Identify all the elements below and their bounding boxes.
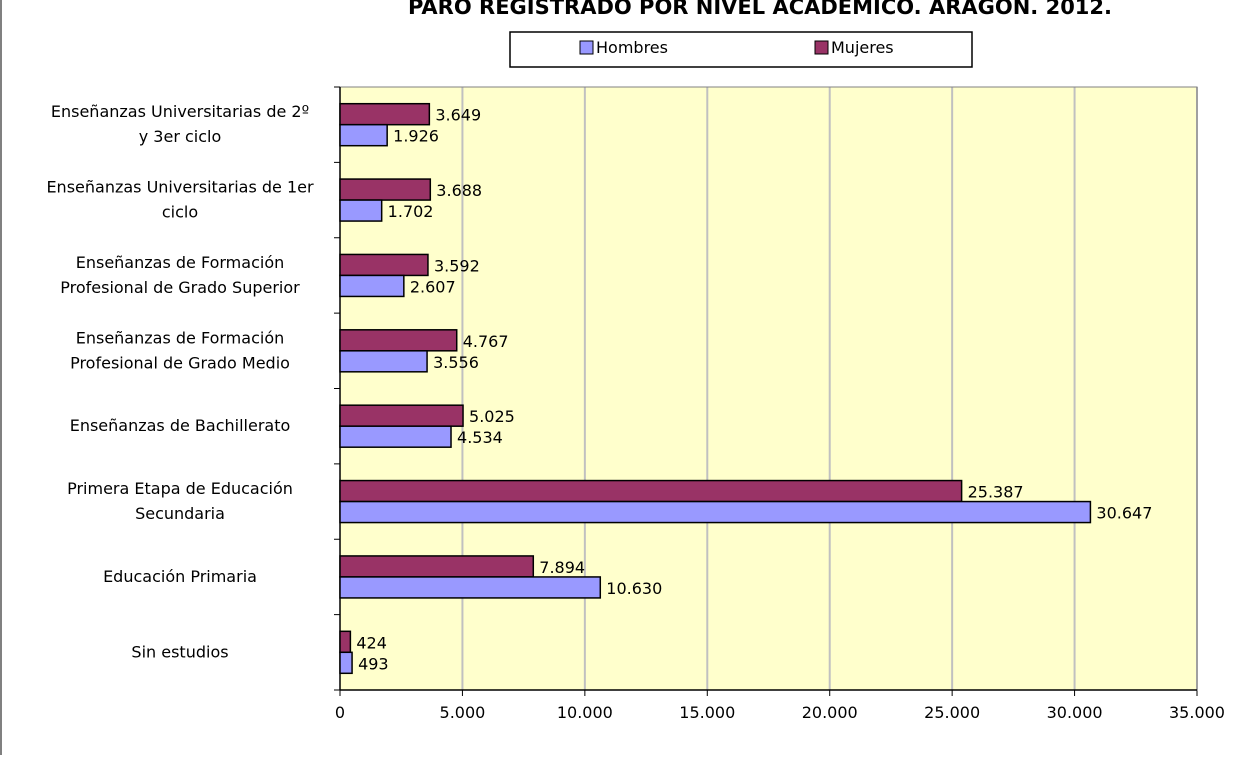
bar-mujeres [339,329,458,352]
data-label-hombres: 4.534 [457,428,503,447]
x-tick-label: 25.000 [924,703,980,722]
data-label-hombres: 1.926 [393,127,439,146]
data-label-mujeres: 5.025 [469,407,515,426]
y-category-label: Enseñanzas Universitarias de 2º y 3er cic… [51,102,309,146]
data-label-mujeres: 3.688 [436,181,482,200]
legend-swatch-mujeres [814,40,829,55]
bar-hombres [339,500,1092,524]
data-label-hombres: 2.607 [410,277,456,296]
x-tick-label: 30.000 [1047,703,1103,722]
data-label-hombres: 30.647 [1096,504,1152,523]
data-label-mujeres: 3.649 [435,106,481,125]
bar-mujeres [339,404,464,427]
data-label-mujeres: 7.894 [539,558,585,577]
data-label-mujeres: 25.387 [968,483,1024,502]
legend-label-hombres: Hombres [596,38,668,57]
legend: Hombres Mujeres [509,31,973,68]
bar-hombres [339,651,353,675]
legend-label-mujeres: Mujeres [831,38,894,57]
bar-hombres [339,350,428,373]
x-tick-label: 10.000 [557,703,613,722]
bar-mujeres [339,555,535,578]
data-label-mujeres: 424 [356,633,387,652]
bar-hombres [339,274,405,298]
bar-mujeres [339,253,429,277]
data-label-hombres: 10.630 [606,579,662,598]
y-category-label: Enseñanzas de Formación Profesional de Gr… [60,253,300,297]
data-label-hombres: 1.702 [388,202,434,221]
x-tick-label: 5.000 [440,703,486,722]
y-category-label: Enseñanzas de Formación Profesional de Gr… [70,328,290,372]
bar-mujeres [339,102,431,126]
x-tick-label: 15.000 [679,703,735,722]
bar-hombres [339,576,602,599]
y-category-label: Educación Primaria [103,567,257,586]
bar-hombres [339,123,388,147]
x-tick-label: 20.000 [802,703,858,722]
plot-background [340,87,1197,690]
data-label-mujeres: 3.592 [434,256,480,275]
x-tick-label: 0 [335,703,345,722]
bar-mujeres [339,178,432,201]
plot-area: 0 5.000 10.000 15.000 20.000 25.000 30.000 35.0… [46,86,1225,722]
chart-title: PARO REGISTRADO POR NIVEL ACADÉMICO. ARA… [408,0,1112,19]
bar-hombres [339,199,383,222]
y-category-label: Enseñanzas Universitarias de 1er ciclo [46,178,314,222]
bar-mujeres [339,479,963,503]
y-category-label: Enseñanzas de Bachillerato [70,416,291,435]
data-label-hombres: 3.556 [433,353,479,372]
y-category-label: Sin estudios [131,642,228,661]
legend-box [509,31,973,68]
legend-swatch-hombres [579,40,594,55]
y-category-label: Primera Etapa de Educación Secundaria [67,479,293,523]
data-label-hombres: 493 [358,654,389,673]
x-tick-label: 35.000 [1169,703,1225,722]
bar-mujeres [339,630,352,654]
data-label-mujeres: 4.767 [463,332,509,351]
bar-hombres [339,425,452,448]
